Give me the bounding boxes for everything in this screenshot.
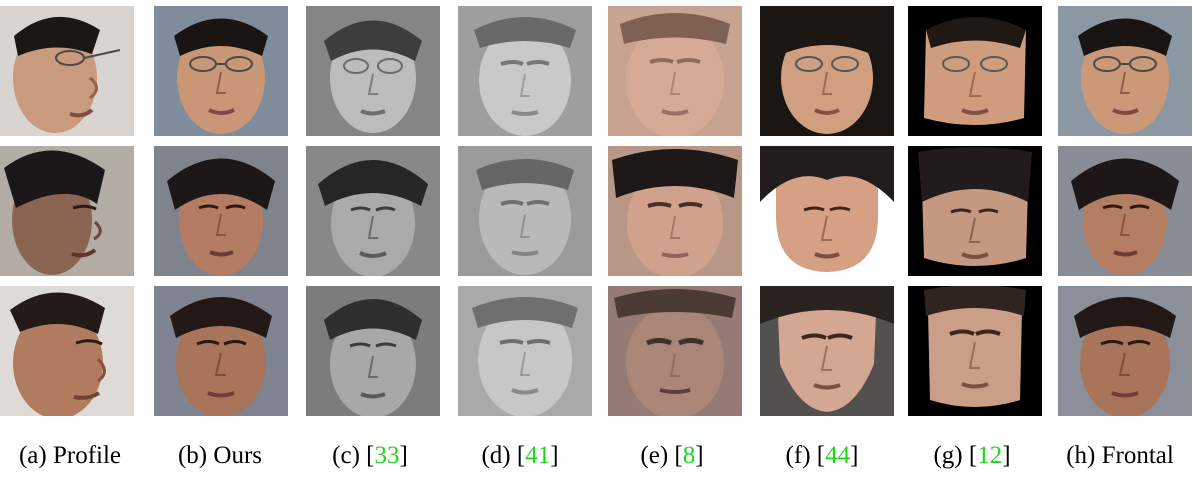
caption-f: (f) [44] [752, 438, 892, 474]
image-c-row-1 [306, 6, 440, 136]
caption-g: (g) [12] [902, 438, 1042, 474]
image-c-row-3 [306, 286, 440, 416]
caption-b-text: Ours [213, 442, 262, 469]
image-a-row-3 [0, 286, 134, 416]
image-b-row-3 [154, 286, 288, 416]
caption-a-text: Profile [52, 442, 122, 469]
image-h-row-2 [1058, 146, 1192, 276]
image-c-row-2 [306, 146, 440, 276]
column-h-frontal: (h) Frontal [1050, 0, 1192, 477]
caption-g-prefix: (g) [933, 442, 963, 469]
caption-h-text: Frontal [1101, 442, 1174, 469]
image-g-row-1 [908, 6, 1042, 136]
caption-e: (e) [8] [602, 438, 742, 474]
caption-g-ref: [12] [968, 442, 1011, 469]
caption-b: (b) Ours [150, 438, 290, 474]
image-b-row-1 [154, 6, 288, 136]
image-b-row-2 [154, 146, 288, 276]
caption-h: (h) Frontal [1050, 438, 1190, 474]
caption-d: (d) [41] [450, 438, 590, 474]
caption-d-ref: [41] [516, 442, 559, 469]
caption-g-ref-number: 12 [977, 442, 1003, 469]
caption-e-ref-number: 8 [682, 442, 696, 469]
caption-c-ref-number: 33 [374, 442, 400, 469]
caption-e-prefix: (e) [640, 442, 669, 469]
image-e-row-1 [608, 6, 742, 136]
image-a-row-2 [0, 146, 134, 276]
image-d-row-3 [458, 286, 592, 416]
column-a-profile: (a) Profile [0, 0, 140, 477]
image-e-row-2 [608, 146, 742, 276]
image-f-row-3 [760, 286, 894, 416]
caption-b-prefix: (b) [177, 442, 208, 469]
caption-h-prefix: (h) [1066, 442, 1096, 469]
image-h-row-1 [1058, 6, 1192, 136]
column-c-method-33: (c) [33] [300, 0, 440, 477]
caption-f-ref: [44] [816, 442, 859, 469]
image-d-row-2 [458, 146, 592, 276]
caption-f-ref-number: 44 [825, 442, 851, 469]
image-h-row-3 [1058, 286, 1192, 416]
caption-e-ref: [8] [674, 442, 704, 469]
column-d-method-41: (d) [41] [450, 0, 592, 477]
image-a-row-1 [0, 6, 134, 136]
column-g-method-12: (g) [12] [902, 0, 1042, 477]
caption-a: (a) Profile [0, 438, 140, 474]
caption-d-prefix: (d) [481, 442, 511, 469]
caption-a-prefix: (a) [18, 442, 47, 469]
caption-c: (c) [33] [300, 438, 440, 474]
caption-c-prefix: (c) [332, 442, 360, 469]
image-f-row-1 [760, 6, 894, 136]
image-f-row-2 [760, 146, 894, 276]
image-e-row-3 [608, 286, 742, 416]
image-g-row-3 [908, 286, 1042, 416]
image-g-row-2 [908, 146, 1042, 276]
caption-f-prefix: (f) [785, 442, 811, 469]
column-b-ours: (b) Ours [150, 0, 290, 477]
image-d-row-1 [458, 6, 592, 136]
column-f-method-44: (f) [44] [752, 0, 894, 477]
caption-c-ref: [33] [366, 442, 408, 469]
column-e-method-8: (e) [8] [602, 0, 742, 477]
caption-d-ref-number: 41 [525, 442, 551, 469]
